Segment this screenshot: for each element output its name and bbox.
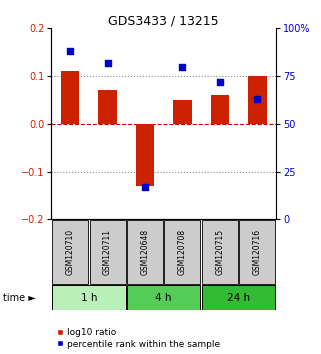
Bar (98, 91, 117, 124)
Bar (61, 71, 79, 124)
Text: GSM120710: GSM120710 (65, 229, 74, 275)
Text: GSM120711: GSM120711 (103, 229, 112, 275)
Point (217, 79, 222, 85)
Text: 24 h: 24 h (227, 293, 250, 303)
Text: GSM120716: GSM120716 (253, 229, 262, 275)
Text: time ►: time ► (3, 293, 36, 303)
Bar (239, 220, 275, 284)
Bar (135, 124, 154, 186)
Legend: log10 ratio, percentile rank within the sample: log10 ratio, percentile rank within the … (56, 327, 221, 349)
Bar (52, 285, 126, 310)
Bar (90, 220, 126, 284)
Text: 4 h: 4 h (155, 293, 172, 303)
Bar (202, 220, 238, 284)
Bar (211, 95, 229, 124)
Bar (52, 220, 88, 284)
Bar (202, 285, 275, 310)
Point (180, 64, 185, 69)
Text: 1 h: 1 h (81, 293, 97, 303)
Title: GDS3433 / 13215: GDS3433 / 13215 (108, 14, 219, 27)
Bar (127, 220, 163, 284)
Point (105, 60, 110, 65)
Bar (173, 100, 192, 124)
Text: GSM120648: GSM120648 (141, 229, 150, 275)
Text: GSM120708: GSM120708 (178, 229, 187, 275)
Point (67, 48, 73, 54)
Bar (248, 76, 267, 124)
Bar (127, 285, 200, 310)
Point (143, 184, 148, 190)
Bar (164, 220, 200, 284)
Text: GSM120715: GSM120715 (215, 229, 224, 275)
Point (255, 96, 260, 102)
